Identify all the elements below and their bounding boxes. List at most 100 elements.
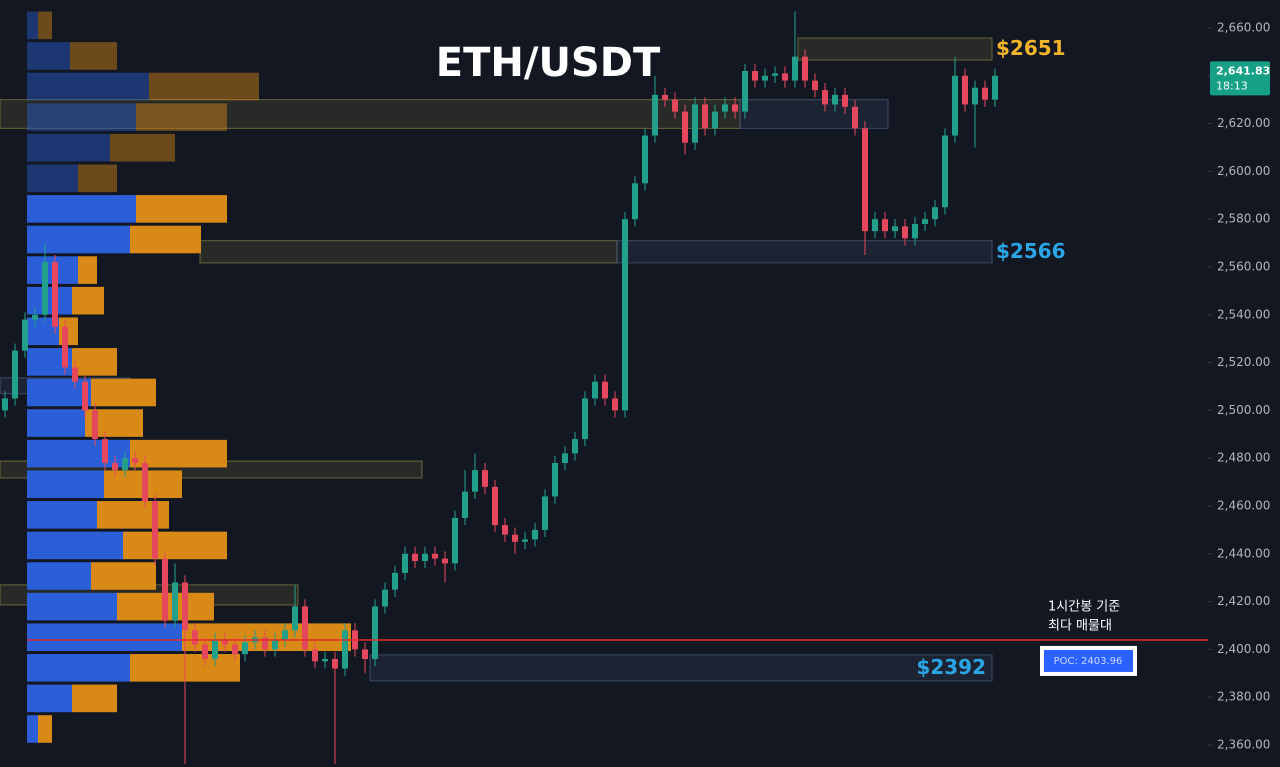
profile-buy: [27, 439, 130, 468]
annotation: 1시간봉 기준: [1048, 600, 1120, 615]
y-tick-label: 2,420.00: [1217, 594, 1270, 608]
zone-label: $2566: [996, 239, 1066, 263]
profile-sell: [38, 11, 52, 40]
candle-body: [82, 381, 88, 411]
profile-buy: [27, 654, 130, 682]
candle-body: [832, 94, 838, 105]
candle-body: [762, 75, 768, 81]
y-tick-label: 2,520.00: [1217, 355, 1270, 369]
candle-body: [712, 111, 718, 129]
candle-body: [922, 219, 928, 224]
candle-body: [972, 87, 978, 105]
profile-sell: [130, 439, 227, 468]
candle-body: [2, 398, 8, 411]
candle-body: [192, 630, 198, 645]
candle-body: [242, 642, 248, 655]
candle-body: [612, 398, 618, 411]
candle-body: [392, 572, 398, 590]
candle-body: [412, 553, 418, 561]
candle-body: [52, 262, 58, 327]
candle-body: [982, 87, 988, 100]
candle-body: [552, 462, 558, 497]
poc-label: POC: 2403.96: [1054, 656, 1123, 667]
profile-sell: [91, 378, 156, 407]
candle-body: [892, 226, 898, 232]
candle-body: [362, 649, 368, 659]
zone-box: [797, 37, 993, 61]
y-tick-label: 2,660.00: [1217, 20, 1270, 34]
candle-body: [22, 319, 28, 351]
candle-body: [822, 90, 828, 105]
profile-buy: [27, 103, 136, 131]
candle-body: [642, 135, 648, 184]
poc-box: [1044, 649, 1133, 672]
candle-body: [542, 496, 548, 530]
profile-buy: [27, 42, 70, 70]
candle-body: [872, 219, 878, 232]
candle-body: [562, 453, 568, 463]
candle-body: [422, 553, 428, 561]
profile-sell: [91, 562, 156, 590]
candle-body: [532, 529, 538, 540]
candle-body: [372, 606, 378, 659]
candle-body: [912, 223, 918, 239]
candle-body: [292, 606, 298, 631]
zone-box: [616, 240, 993, 264]
candle-body: [182, 582, 188, 631]
profile-buy: [27, 470, 104, 499]
candle-body: [962, 75, 968, 105]
candle-body: [672, 99, 678, 112]
candle-body: [42, 262, 48, 315]
candle-body: [272, 639, 278, 650]
candle-body: [932, 207, 938, 220]
y-tick-label: 2,440.00: [1217, 546, 1270, 560]
profile-buy: [27, 715, 38, 743]
profile-sell: [97, 501, 169, 529]
candle-body: [262, 637, 268, 650]
candles: [2, 11, 998, 765]
candle-body: [942, 135, 948, 208]
candle-body: [462, 491, 468, 518]
candle-body: [322, 658, 328, 662]
candle-body: [512, 534, 518, 542]
candle-body: [472, 470, 478, 492]
candle-body: [572, 439, 578, 454]
candle-body: [792, 56, 798, 81]
y-tick-label: 2,400.00: [1217, 642, 1270, 656]
candle-body: [852, 106, 858, 129]
candle-body: [332, 658, 338, 669]
annotation: 최다 매물대: [1048, 619, 1112, 634]
last-price-label: 2,641.83: [1216, 64, 1270, 77]
candle-body: [592, 381, 598, 399]
candle-body: [602, 381, 608, 399]
profile-buy: [27, 225, 130, 254]
candle-body: [302, 606, 308, 650]
candle-body: [202, 644, 208, 659]
candle-body: [282, 630, 288, 640]
candle-body: [402, 553, 408, 573]
candle-body: [132, 458, 138, 463]
candle-body: [992, 75, 998, 100]
candle-body: [172, 582, 178, 621]
profile-sell: [78, 256, 97, 284]
candle-body: [632, 183, 638, 220]
profile-sell: [72, 348, 117, 376]
candle-body: [502, 525, 508, 535]
candle-body: [522, 539, 528, 542]
profile-buy: [27, 592, 117, 621]
candle-body: [102, 439, 108, 463]
zone-box: [369, 654, 993, 682]
profile-sell: [72, 684, 117, 713]
candle-body: [622, 219, 628, 411]
zone-box: [739, 99, 889, 129]
candle-body: [142, 462, 148, 502]
candle-body: [122, 458, 128, 471]
profile-buy: [27, 11, 38, 40]
candle-body: [862, 128, 868, 232]
candle-body: [742, 70, 748, 112]
profile-sell: [78, 164, 117, 193]
candle-body: [882, 219, 888, 232]
candle-body: [312, 649, 318, 662]
